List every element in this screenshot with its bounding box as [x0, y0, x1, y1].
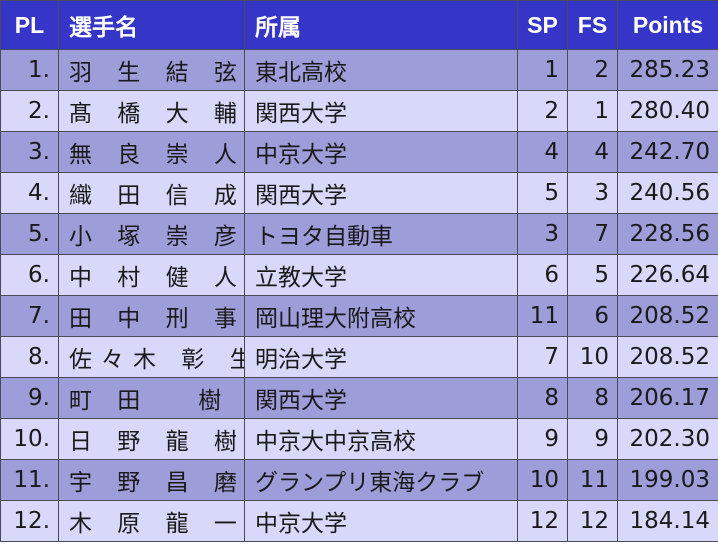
column-header-points: Points: [617, 0, 718, 50]
column-header-sp: SP: [517, 0, 568, 50]
points-cell: 208.52: [617, 295, 718, 337]
points-cell: 199.03: [617, 459, 718, 501]
column-header-pl: PL: [0, 0, 59, 50]
team-cell: 明治大学: [244, 336, 518, 378]
team-cell: 関西大学: [244, 90, 518, 132]
sp-rank-cell: 11: [517, 295, 568, 337]
sp-rank-cell: 4: [517, 131, 568, 173]
sp-rank-cell: 8: [517, 377, 568, 419]
fs-rank-cell: 6: [567, 295, 618, 337]
team-cell: 立教大学: [244, 254, 518, 296]
skater-name-cell: 織 田 信 成: [58, 172, 245, 214]
fs-rank-cell: 9: [567, 418, 618, 460]
place-cell: 9.: [0, 377, 59, 419]
team-cell: トヨタ自動車: [244, 213, 518, 255]
table-row: 7. 田 中 刑 事 岡山理大附高校 11 6 208.52: [0, 295, 718, 337]
table-row: 8. 佐々木 彰 生 明治大学 7 10 208.52: [0, 336, 718, 378]
place-cell: 5.: [0, 213, 59, 255]
column-header-name: 選手名: [58, 0, 245, 50]
table-row: 9. 町 田 樹 関西大学 8 8 206.17: [0, 377, 718, 419]
points-cell: 285.23: [617, 49, 718, 91]
place-cell: 11.: [0, 459, 59, 501]
table-header: PL 選手名 所属 SP FS Points: [0, 0, 718, 50]
table-row: 4. 織 田 信 成 関西大学 5 3 240.56: [0, 172, 718, 214]
skater-name-cell: 髙 橋 大 輔: [58, 90, 245, 132]
place-cell: 7.: [0, 295, 59, 337]
table-row: 3. 無 良 崇 人 中京大学 4 4 242.70: [0, 131, 718, 173]
team-cell: グランプリ東海クラブ: [244, 459, 518, 501]
fs-rank-cell: 12: [567, 500, 618, 542]
points-cell: 208.52: [617, 336, 718, 378]
team-cell: 関西大学: [244, 377, 518, 419]
fs-rank-cell: 2: [567, 49, 618, 91]
place-cell: 8.: [0, 336, 59, 378]
team-cell: 岡山理大附高校: [244, 295, 518, 337]
sp-rank-cell: 2: [517, 90, 568, 132]
place-cell: 2.: [0, 90, 59, 132]
sp-rank-cell: 9: [517, 418, 568, 460]
fs-rank-cell: 3: [567, 172, 618, 214]
sp-rank-cell: 7: [517, 336, 568, 378]
header-row: PL 選手名 所属 SP FS Points: [0, 0, 718, 50]
fs-rank-cell: 1: [567, 90, 618, 132]
fs-rank-cell: 7: [567, 213, 618, 255]
points-cell: 240.56: [617, 172, 718, 214]
skater-name-cell: 小 塚 崇 彦: [58, 213, 245, 255]
points-cell: 228.56: [617, 213, 718, 255]
skater-name-cell: 日 野 龍 樹: [58, 418, 245, 460]
team-cell: 中京大学: [244, 500, 518, 542]
fs-rank-cell: 8: [567, 377, 618, 419]
fs-rank-cell: 5: [567, 254, 618, 296]
sp-rank-cell: 12: [517, 500, 568, 542]
skater-name-cell: 佐々木 彰 生: [58, 336, 245, 378]
table-row: 10. 日 野 龍 樹 中京大中京高校 9 9 202.30: [0, 418, 718, 460]
fs-rank-cell: 11: [567, 459, 618, 501]
place-cell: 3.: [0, 131, 59, 173]
skater-name-cell: 宇 野 昌 磨: [58, 459, 245, 501]
team-cell: 関西大学: [244, 172, 518, 214]
table-row: 12. 木 原 龍 一 中京大学 12 12 184.14: [0, 500, 718, 542]
sp-rank-cell: 5: [517, 172, 568, 214]
table-row: 5. 小 塚 崇 彦 トヨタ自動車 3 7 228.56: [0, 213, 718, 255]
skater-name-cell: 町 田 樹: [58, 377, 245, 419]
skater-name-cell: 木 原 龍 一: [58, 500, 245, 542]
table-row: 11. 宇 野 昌 磨 グランプリ東海クラブ 10 11 199.03: [0, 459, 718, 501]
team-cell: 中京大学: [244, 131, 518, 173]
team-cell: 中京大中京高校: [244, 418, 518, 460]
points-cell: 226.64: [617, 254, 718, 296]
skater-name-cell: 中 村 健 人: [58, 254, 245, 296]
points-cell: 242.70: [617, 131, 718, 173]
sp-rank-cell: 10: [517, 459, 568, 501]
place-cell: 4.: [0, 172, 59, 214]
skater-name-cell: 田 中 刑 事: [58, 295, 245, 337]
points-cell: 280.40: [617, 90, 718, 132]
fs-rank-cell: 4: [567, 131, 618, 173]
sp-rank-cell: 1: [517, 49, 568, 91]
points-cell: 206.17: [617, 377, 718, 419]
team-cell: 東北高校: [244, 49, 518, 91]
skater-name-cell: 羽 生 結 弦: [58, 49, 245, 91]
points-cell: 184.14: [617, 500, 718, 542]
table-row: 1. 羽 生 結 弦 東北高校 1 2 285.23: [0, 49, 718, 91]
points-cell: 202.30: [617, 418, 718, 460]
sp-rank-cell: 6: [517, 254, 568, 296]
sp-rank-cell: 3: [517, 213, 568, 255]
column-header-fs: FS: [567, 0, 618, 50]
place-cell: 10.: [0, 418, 59, 460]
skater-name-cell: 無 良 崇 人: [58, 131, 245, 173]
table-row: 2. 髙 橋 大 輔 関西大学 2 1 280.40: [0, 90, 718, 132]
place-cell: 1.: [0, 49, 59, 91]
table-body: 1. 羽 生 結 弦 東北高校 1 2 285.23 2. 髙 橋 大 輔 関西…: [0, 49, 718, 542]
fs-rank-cell: 10: [567, 336, 618, 378]
column-header-team: 所属: [244, 0, 518, 50]
table-row: 6. 中 村 健 人 立教大学 6 5 226.64: [0, 254, 718, 296]
place-cell: 12.: [0, 500, 59, 542]
place-cell: 6.: [0, 254, 59, 296]
